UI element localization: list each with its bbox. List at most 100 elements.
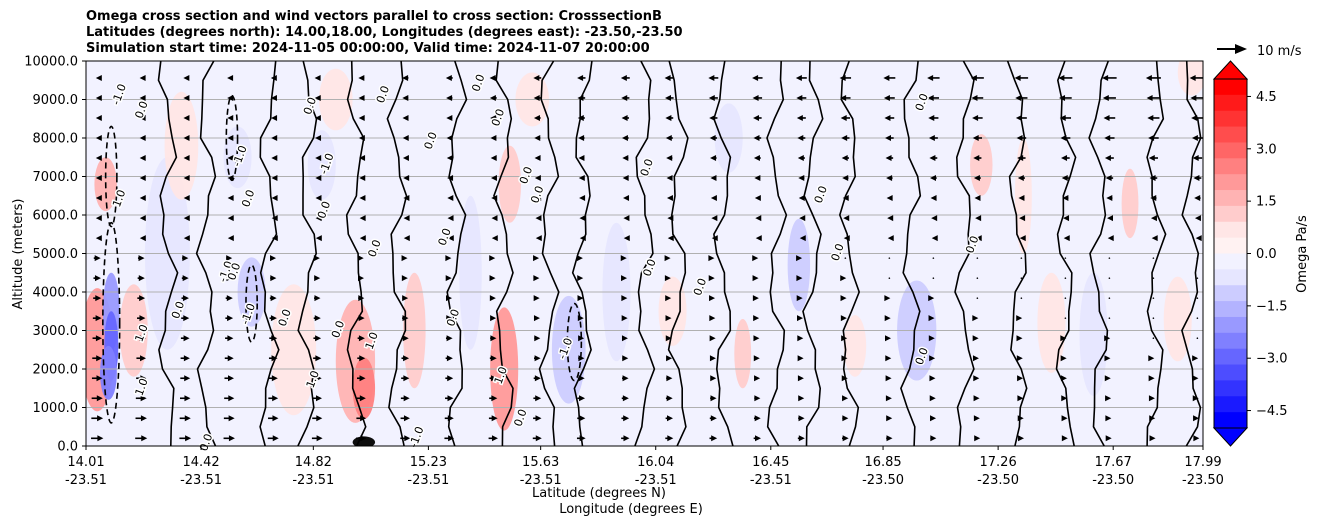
wind-vector: [491, 215, 498, 222]
wind-vector-head: [973, 175, 980, 182]
wind-vector: [1061, 395, 1068, 402]
wind-vector: [577, 275, 584, 282]
wind-vector-head: [534, 155, 541, 162]
wind-vector-head: [796, 94, 803, 101]
x-tick-label-latitude: 16.85: [864, 455, 901, 470]
wind-vector-head: [95, 195, 102, 202]
wind-vector-head: [621, 335, 628, 342]
wind-vector: [797, 135, 806, 141]
contour-label: 0.0: [511, 407, 529, 428]
wind-vector-head: [752, 74, 759, 81]
wind-vector-head: [533, 315, 540, 322]
wind-vector-head: [1149, 175, 1156, 182]
wind-vector-head: [491, 435, 498, 442]
omega-region: [787, 218, 811, 312]
wind-vector-head: [622, 355, 629, 362]
wind-vector: [446, 155, 453, 162]
wind-vector-head: [141, 435, 148, 442]
y-tick-label: 0.0: [57, 440, 78, 455]
wind-vector-head: [622, 395, 629, 402]
wind-vector: [182, 255, 189, 262]
omega-region: [223, 126, 252, 189]
wind-vector: [1146, 94, 1161, 101]
wind-vector-head: [577, 74, 584, 81]
colorbar-segment: [1214, 285, 1247, 302]
wind-vector-head: [315, 235, 322, 242]
contour-line: [195, 61, 217, 446]
wind-vector-head: [139, 335, 146, 342]
wind-vector: [401, 355, 410, 362]
wind-vector: [227, 74, 234, 81]
wind-vector: [314, 74, 321, 81]
wind-vector-head: [139, 94, 146, 101]
x-tick-label-longitude: -23.51: [635, 473, 677, 488]
colorbar-segment: [1214, 79, 1247, 96]
wind-vector: [928, 114, 939, 121]
wind-vector: [753, 114, 762, 121]
wind-vector-head: [271, 135, 278, 141]
wind-vector-head: [358, 74, 365, 81]
wind-vector: [976, 257, 979, 259]
wind-vector: [842, 195, 849, 202]
wind-vector: [970, 74, 984, 81]
wind-vector: [754, 395, 761, 402]
wind-vector: [183, 135, 190, 141]
wind-vector-head: [664, 275, 671, 282]
wind-vector: [446, 114, 453, 121]
omega-region: [1079, 272, 1108, 396]
wind-vector: [709, 295, 716, 302]
wind-vector: [1194, 195, 1201, 202]
wind-vector-head: [927, 94, 934, 101]
wind-vector-head: [1102, 94, 1109, 101]
wind-vector-head: [578, 375, 585, 382]
wind-vector: [225, 295, 233, 302]
wind-vector-head: [359, 395, 366, 402]
wind-vector: [490, 135, 497, 141]
wind-vector-head: [183, 74, 190, 81]
wind-vector: [359, 235, 366, 242]
wind-vector-head: [184, 395, 191, 402]
wind-vector: [1020, 257, 1023, 259]
wind-vector: [665, 295, 672, 302]
wind-vector-head: [1191, 135, 1198, 141]
wind-vector: [137, 275, 145, 282]
wind-vector-head: [1189, 74, 1196, 81]
wind-vector: [1060, 375, 1067, 382]
wind-vector-head: [183, 94, 190, 101]
wind-vector: [534, 355, 541, 362]
wind-vector: [491, 195, 498, 202]
wind-vector: [489, 255, 496, 262]
colorbar-segment: [1214, 412, 1247, 429]
wind-vector: [95, 215, 102, 222]
wind-vector-head: [754, 175, 761, 182]
wind-vector-head: [796, 275, 803, 282]
x-tick-label-latitude: 14.42: [182, 455, 219, 470]
wind-vector-head: [95, 335, 102, 342]
wind-vector: [929, 175, 937, 182]
wind-vector-head: [226, 275, 233, 282]
wind-vector: [534, 175, 541, 182]
wind-vector: [577, 395, 586, 402]
wind-vector-head: [1016, 355, 1023, 362]
colorbar-tick-label: 1.5: [1256, 195, 1277, 210]
wind-vector: [1108, 257, 1111, 259]
wind-vector-head: [840, 275, 847, 282]
wind-vector-head: [270, 315, 277, 322]
wind-vector: [402, 135, 409, 141]
wind-vector-head: [840, 94, 847, 101]
wind-vector-head: [708, 275, 715, 282]
wind-vector-head: [665, 114, 672, 121]
wind-vector: [445, 395, 454, 402]
wind-vector: [271, 135, 278, 141]
wind-vector: [181, 315, 190, 322]
wind-vector-head: [227, 135, 234, 141]
wind-vector: [708, 275, 715, 282]
x-tick-label-longitude: -23.50: [1182, 473, 1224, 488]
wind-vector: [888, 257, 891, 259]
wind-vector: [1018, 435, 1025, 442]
wind-vector: [403, 215, 410, 222]
wind-vector-head: [358, 315, 365, 322]
wind-vector-head: [183, 355, 190, 362]
wind-vector-head: [1150, 215, 1157, 222]
wind-vector-head: [227, 215, 234, 222]
